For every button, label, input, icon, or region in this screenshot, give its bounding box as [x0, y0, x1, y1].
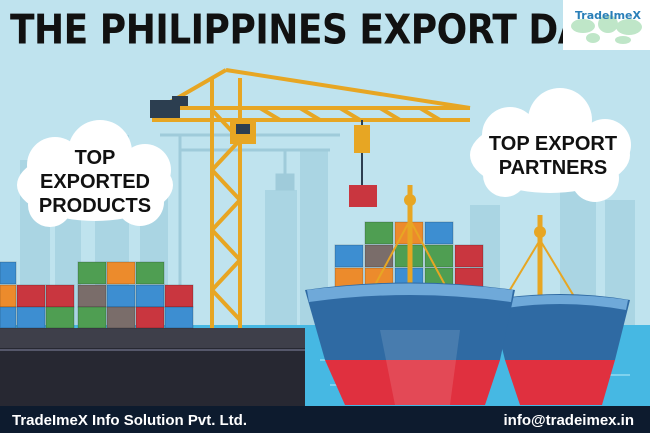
main-crane [150, 68, 471, 328]
label-top-export-partners: TOP EXPORT PARTNERS [478, 132, 628, 180]
footer-company-name: TradeImeX Info Solution Pvt. Ltd. [12, 412, 248, 429]
ship-back [490, 215, 630, 405]
dock [0, 328, 305, 406]
label-line: PRODUCTS [38, 195, 152, 217]
label-line: TOP EXPORTED [39, 147, 151, 193]
label-line: PARTNERS [498, 157, 608, 179]
label-top-exported-products: TOP EXPORTED PRODUCTS [20, 146, 170, 218]
ship-mast-front [374, 185, 446, 288]
footer: TradeImeX Info Solution Pvt. Ltd. info@t… [0, 409, 650, 433]
ship-front [305, 282, 515, 405]
dock-containers [0, 261, 194, 329]
logo-name: TradeImeX [575, 9, 641, 22]
page-title: THE PHILIPPINES EXPORT DATA [10, 6, 632, 55]
footer-email: info@tradeimex.in [503, 412, 634, 429]
label-line: TOP EXPORT [488, 133, 618, 155]
world-map-icon [571, 15, 642, 44]
cloud-top-exported-products [17, 120, 173, 227]
tradeimex-logo: TradeImeX [563, 0, 650, 50]
footer-bar [0, 406, 650, 433]
cloud-top-export-partners [470, 88, 631, 202]
